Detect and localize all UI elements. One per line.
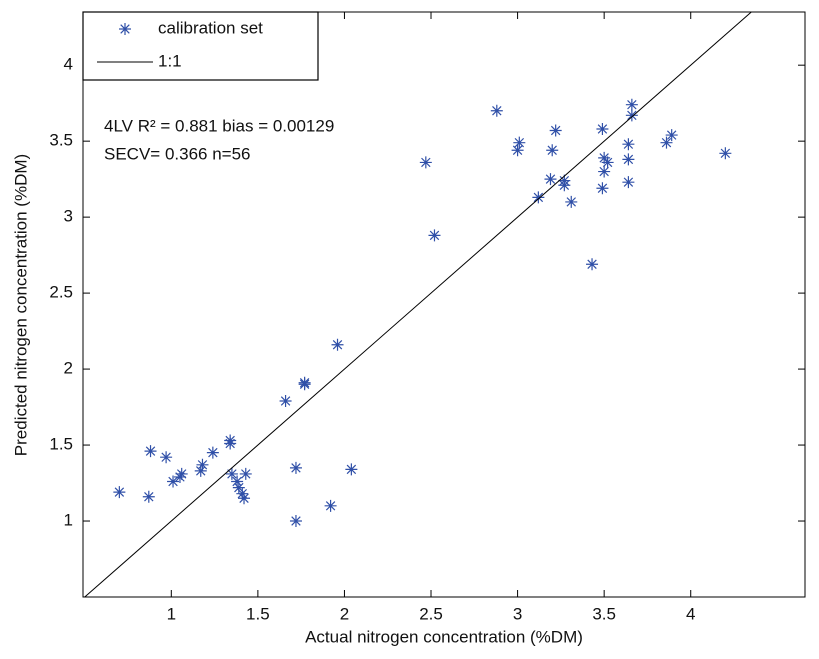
point	[625, 109, 638, 122]
point	[324, 499, 337, 512]
point	[490, 104, 503, 117]
point	[660, 136, 673, 149]
point	[596, 182, 609, 195]
plot-frame	[82, 11, 806, 598]
y-tick-label: 2.5	[49, 283, 73, 302]
point	[225, 467, 238, 480]
point	[113, 486, 126, 499]
point	[196, 458, 209, 471]
y-tick-label: 2	[64, 359, 73, 378]
point	[513, 136, 526, 149]
line	[84, 12, 752, 597]
annotation: 4LV R² = 0.881 bias = 0.00129	[104, 116, 334, 135]
point	[175, 467, 188, 480]
point	[625, 98, 638, 111]
point	[239, 467, 252, 480]
point	[231, 475, 244, 488]
point	[719, 147, 732, 160]
point	[549, 124, 562, 137]
point	[289, 515, 302, 528]
legend-label: calibration set	[158, 18, 263, 37]
point	[511, 144, 524, 157]
point	[586, 258, 599, 271]
legend-swatch	[119, 23, 131, 35]
point	[622, 176, 635, 189]
point	[194, 464, 207, 477]
point	[238, 492, 251, 505]
point	[558, 174, 571, 187]
point	[601, 156, 614, 169]
legend-label: 1:1	[158, 51, 182, 70]
point	[236, 487, 249, 500]
x-tick-label: 1	[167, 604, 176, 623]
point	[665, 129, 678, 142]
y-tick-label: 1.5	[49, 435, 73, 454]
point	[224, 434, 237, 447]
point	[232, 481, 245, 494]
point	[544, 173, 557, 186]
point	[331, 338, 344, 351]
point	[532, 191, 545, 204]
y-tick-label: 3.5	[49, 131, 73, 150]
point	[173, 470, 186, 483]
x-tick-label: 3.5	[592, 604, 616, 623]
point	[206, 446, 219, 459]
x-tick-label: 4	[686, 604, 695, 623]
y-tick-label: 4	[64, 55, 73, 74]
point	[622, 153, 635, 166]
x-tick-label: 2	[340, 604, 349, 623]
annotation: SECV= 0.366 n=56	[104, 144, 251, 163]
point	[345, 463, 358, 476]
point	[622, 138, 635, 151]
point	[160, 451, 173, 464]
x-tick-label: 1.5	[246, 604, 270, 623]
point	[279, 394, 292, 407]
point	[289, 461, 302, 474]
point	[142, 490, 155, 503]
point	[546, 144, 559, 157]
y-axis-label: Predicted nitrogen concentration (%DM)	[11, 154, 30, 456]
x-tick-label: 2.5	[419, 604, 443, 623]
point	[167, 475, 180, 488]
point	[419, 156, 432, 169]
x-tick-label: 3	[513, 604, 522, 623]
legend-box	[82, 11, 319, 81]
point	[565, 195, 578, 208]
point	[428, 229, 441, 242]
y-tick-label: 3	[64, 207, 73, 226]
point	[144, 445, 157, 458]
point	[298, 376, 311, 389]
point	[598, 151, 611, 164]
point	[596, 123, 609, 135]
y-tick-label: 1	[64, 511, 73, 530]
point	[598, 165, 611, 178]
x-axis-label: Actual nitrogen concentration (%DM)	[305, 627, 583, 646]
